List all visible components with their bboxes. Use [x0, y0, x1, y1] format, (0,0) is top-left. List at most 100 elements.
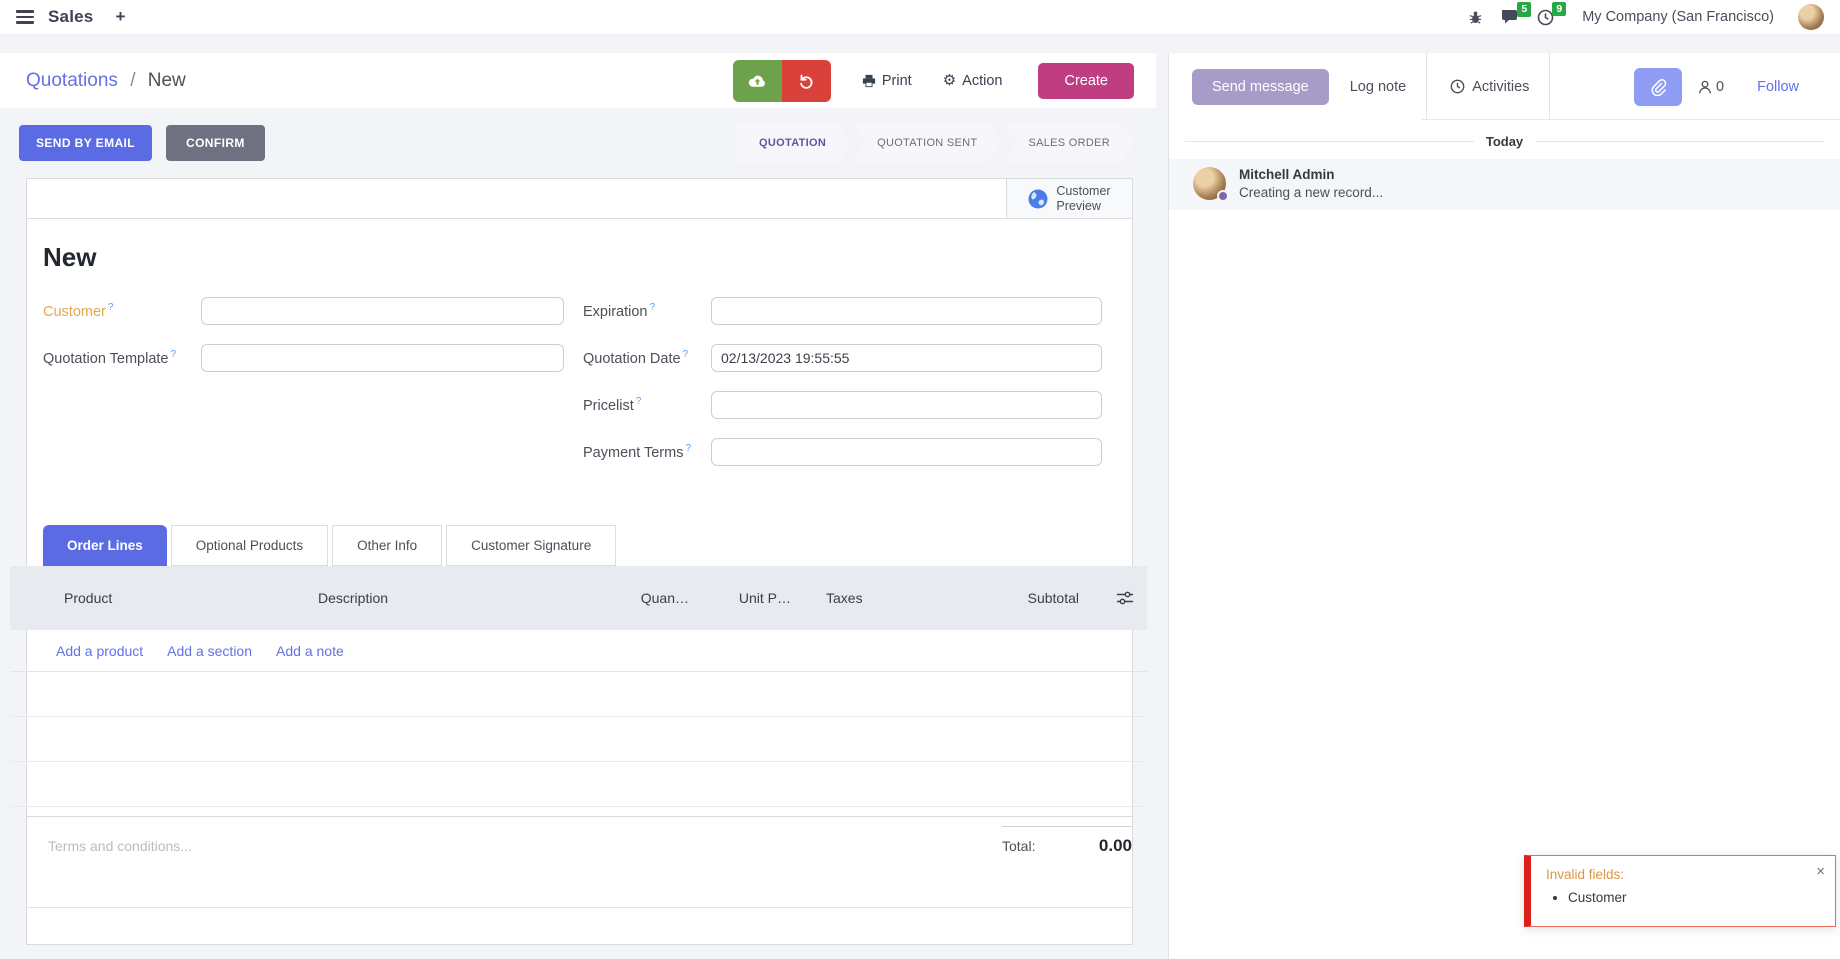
- messages-menu[interactable]: 5: [1501, 2, 1532, 25]
- help-icon[interactable]: ?: [685, 443, 692, 455]
- help-icon[interactable]: ?: [107, 302, 114, 314]
- activities-label: Activities: [1472, 78, 1530, 95]
- stage-quotation-sent[interactable]: QUOTATION SENT: [853, 124, 1001, 162]
- customer-input[interactable]: [201, 297, 564, 325]
- column-unit-price[interactable]: Unit P…: [738, 590, 791, 606]
- pricelist-label: Pricelist?: [583, 396, 642, 414]
- order-lines-header: Product Description Quan… Unit P… Taxes …: [10, 566, 1147, 630]
- pricelist-input[interactable]: [711, 391, 1102, 419]
- user-avatar[interactable]: [1798, 4, 1824, 30]
- expiration-label: Expiration?: [583, 302, 656, 320]
- statusbar: SEND BY EMAIL CONFIRM QUOTATION QUOTATIO…: [0, 108, 1156, 178]
- terms-total-section: Terms and conditions... Total: 0.00: [27, 816, 1132, 951]
- toast-invalid-field-item: Customer: [1568, 890, 1821, 905]
- breadcrumb-quotations[interactable]: Quotations: [26, 69, 118, 91]
- column-description[interactable]: Description: [318, 590, 389, 606]
- column-quantity[interactable]: Quan…: [640, 590, 689, 606]
- help-icon[interactable]: ?: [170, 349, 177, 361]
- quotation-template-input[interactable]: [201, 344, 564, 372]
- cloud-upload-icon: [748, 75, 765, 87]
- undo-icon: [800, 74, 813, 89]
- action-label: Action: [962, 72, 1003, 89]
- field-row-expiration: Expiration?: [583, 297, 1116, 325]
- tab-order-lines[interactable]: Order Lines: [43, 525, 167, 566]
- help-icon[interactable]: ?: [635, 396, 642, 408]
- stage-quotation[interactable]: QUOTATION: [735, 124, 850, 162]
- app-name[interactable]: Sales: [48, 7, 94, 26]
- printer-icon: [862, 74, 875, 87]
- log-note-button[interactable]: Log note: [1349, 78, 1407, 95]
- quotation-form-sheet: Customer Preview New Customer? Quotation…: [10, 178, 1147, 945]
- clock-icon: [1450, 79, 1465, 94]
- add-a-product-link[interactable]: Add a product: [56, 642, 144, 659]
- add-a-section-link[interactable]: Add a section: [167, 642, 253, 659]
- new-tab-button[interactable]: +: [115, 7, 126, 26]
- sheet-top-strip: Customer Preview: [27, 179, 1132, 219]
- toast-close-button[interactable]: ×: [1816, 863, 1825, 880]
- date-divider-label: Today: [1485, 134, 1524, 149]
- author-avatar: [1193, 167, 1229, 202]
- activities-button[interactable]: Activities: [1450, 79, 1529, 95]
- customer-label: Customer?: [43, 302, 114, 320]
- clock-icon: [1537, 9, 1554, 25]
- message-author: Mitchell Admin: [1239, 167, 1335, 182]
- divider: [1426, 53, 1428, 120]
- chatter-message[interactable]: Mitchell Admin Creating a new record...: [1169, 159, 1840, 210]
- field-row-pricelist: Pricelist?: [583, 391, 1116, 419]
- total-label: Total:: [1002, 838, 1036, 854]
- column-subtotal[interactable]: Subtotal: [1027, 590, 1079, 606]
- chatter-panel: Send message Log note Activities 0: [1168, 53, 1840, 959]
- help-icon[interactable]: ?: [649, 302, 656, 314]
- activities-menu[interactable]: 9: [1537, 1, 1567, 26]
- quotation-date-label: Quotation Date?: [583, 349, 689, 367]
- send-message-button[interactable]: Send message: [1192, 68, 1329, 105]
- column-product[interactable]: Product: [64, 590, 113, 606]
- send-by-email-button[interactable]: SEND BY EMAIL: [19, 125, 152, 161]
- followers-button[interactable]: 0: [1698, 79, 1724, 95]
- follow-button[interactable]: Follow: [1757, 78, 1799, 95]
- tab-optional-products[interactable]: Optional Products: [170, 525, 329, 566]
- gear-icon: ⚙: [942, 72, 957, 89]
- discard-changes-button[interactable]: [781, 59, 831, 102]
- customer-preview-label-line1: Customer: [1056, 184, 1111, 199]
- field-row-quotation-date: Quotation Date?: [583, 344, 1116, 372]
- payment-terms-input[interactable]: [711, 438, 1102, 466]
- tab-customer-signature[interactable]: Customer Signature: [446, 525, 617, 566]
- attach-files-button[interactable]: [1634, 67, 1683, 106]
- print-label: Print: [881, 72, 912, 89]
- quotation-date-input[interactable]: [711, 344, 1102, 372]
- print-button[interactable]: Print: [862, 73, 912, 89]
- sliders-icon: [1117, 591, 1133, 605]
- column-taxes[interactable]: Taxes: [826, 590, 863, 606]
- form-fields: Customer? Quotation Template? Expiration…: [43, 297, 1116, 485]
- top-navbar: Sales + 5 9 My Company (San F: [0, 0, 1840, 34]
- save-record-button[interactable]: [732, 59, 782, 102]
- person-icon: [1699, 80, 1711, 93]
- total-box: Total: 0.00: [1002, 826, 1132, 856]
- toast-title: Invalid fields:: [1546, 867, 1625, 882]
- confirm-button[interactable]: CONFIRM: [166, 125, 265, 161]
- field-row-customer: Customer?: [43, 297, 583, 325]
- optional-columns-button[interactable]: [1117, 591, 1133, 605]
- control-panel: Quotations / New: [0, 53, 1156, 108]
- message-body: Creating a new record...: [1239, 185, 1384, 200]
- expiration-input[interactable]: [711, 297, 1102, 325]
- apps-menu-icon[interactable]: [16, 10, 34, 24]
- divider: [1549, 53, 1551, 120]
- globe-icon: [1028, 189, 1048, 208]
- terms-and-conditions-input[interactable]: Terms and conditions...: [48, 838, 192, 854]
- add-a-note-link[interactable]: Add a note: [276, 642, 344, 659]
- followers-count: 0: [1716, 78, 1725, 95]
- customer-preview-button[interactable]: Customer Preview: [1006, 179, 1132, 218]
- create-button[interactable]: Create: [1038, 62, 1134, 99]
- stage-sales-order[interactable]: SALES ORDER: [1004, 124, 1134, 162]
- tab-other-info[interactable]: Other Info: [332, 525, 443, 566]
- company-switcher[interactable]: My Company (San Francisco): [1582, 9, 1774, 25]
- customer-preview-label-line2: Preview: [1056, 198, 1101, 213]
- action-button[interactable]: ⚙ Action: [943, 73, 1003, 89]
- help-icon[interactable]: ?: [682, 349, 689, 361]
- breadcrumb-current: New: [147, 69, 186, 91]
- debug-bug-icon[interactable]: [1468, 10, 1483, 25]
- breadcrumb: Quotations / New: [26, 70, 186, 92]
